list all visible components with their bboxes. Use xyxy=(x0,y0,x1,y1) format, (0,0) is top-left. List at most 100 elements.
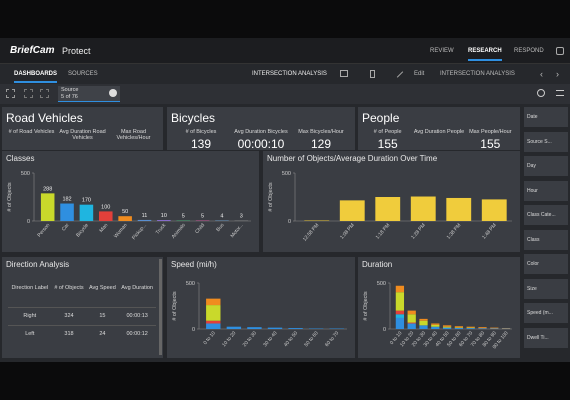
menu-icon[interactable] xyxy=(556,90,564,96)
bar-segment xyxy=(407,314,416,323)
kpi-label: Max Bicycles/Hour xyxy=(298,129,344,135)
kpi-metric: # of People 155 xyxy=(362,129,413,150)
filter-item[interactable]: Day xyxy=(524,156,568,176)
kpi-metric: Avg Duration Bicycles 00:00:10 xyxy=(231,129,291,150)
bar-segment xyxy=(206,320,221,324)
toolbar-tab[interactable]: SOURCES xyxy=(68,71,98,77)
bar xyxy=(118,216,132,221)
table-cell: 318 xyxy=(64,331,74,338)
value-label: 50 xyxy=(122,209,128,215)
filter-item[interactable]: Class Cate... xyxy=(524,205,568,225)
nav-tab[interactable]: RESPOND xyxy=(514,48,544,54)
kpi-label: Avg Duration Bicycles xyxy=(234,129,288,135)
filter-item[interactable]: Date xyxy=(524,107,568,127)
y-axis-label: # of Objects xyxy=(7,182,13,212)
table-cell: 15 xyxy=(99,313,106,319)
next-arrow[interactable]: › xyxy=(556,69,559,79)
table-title: Direction Analysis xyxy=(6,260,70,269)
kpi-label: # of Bicycles xyxy=(185,129,217,135)
tool-icon[interactable] xyxy=(6,89,15,98)
bar-segment xyxy=(442,326,452,328)
bar-segment xyxy=(442,327,452,329)
filter-item[interactable]: Class xyxy=(524,229,568,250)
kpi-label: # of Road Vehicles xyxy=(8,129,55,135)
prev-arrow[interactable]: ‹ xyxy=(540,69,543,79)
bar-segment xyxy=(395,310,405,315)
close-chip[interactable] xyxy=(109,89,117,97)
filter-item[interactable]: Color xyxy=(524,254,568,274)
x-tick-label: 40 to 50 xyxy=(283,330,299,348)
bar xyxy=(481,199,507,221)
bar-segment xyxy=(454,326,464,328)
filter-item[interactable]: Speed (m... xyxy=(524,303,568,323)
logo: BriefCam xyxy=(10,45,55,56)
app-icon[interactable] xyxy=(556,47,564,55)
kpi-title: People xyxy=(362,111,400,125)
bar-segment xyxy=(395,285,405,293)
search-icon[interactable] xyxy=(537,89,545,97)
filter-item[interactable]: Hour xyxy=(524,180,568,201)
table-cell: Right xyxy=(23,313,37,319)
kpi-metric: # of Bicycles 139 xyxy=(171,129,231,150)
table-cell: 00:00:12 xyxy=(126,331,148,338)
x-tick-label: Bus xyxy=(215,222,225,233)
nav-tab[interactable]: RESEARCH xyxy=(468,48,502,61)
chart-title: Speed (mi/h) xyxy=(171,260,217,269)
tool-icon[interactable] xyxy=(24,89,33,98)
bar-segment xyxy=(395,317,405,329)
x-tick-label: 30 to 40 xyxy=(262,330,278,348)
column-header: Direction Label xyxy=(11,285,49,291)
toolbar-tab[interactable]: DASHBOARDS xyxy=(14,71,58,83)
y-tick-label: 0 xyxy=(27,219,30,225)
dashboard-name: INTERSECTION ANALYSIS xyxy=(252,71,327,77)
table-row: Right 324 15 00:00:13 xyxy=(8,307,156,325)
export-icon[interactable] xyxy=(370,70,375,78)
bar-segment xyxy=(490,328,499,329)
kpi-label: Max People/Hour xyxy=(469,129,512,135)
value-label: 5 xyxy=(182,214,185,220)
filter-item[interactable]: Dwell Ti... xyxy=(524,327,568,348)
bar xyxy=(60,203,74,221)
edit-button[interactable]: Edit xyxy=(414,71,425,77)
chart: # of Objects 0 500 12:58 PM 1:08 PM 1:18 PM 1:… xyxy=(268,171,512,243)
filter-item[interactable]: Source S... xyxy=(524,131,568,152)
y-tick-label: 500 xyxy=(377,281,386,287)
bar-segment xyxy=(478,328,487,329)
table-cell: Left xyxy=(25,331,35,338)
column-header: # of Objects xyxy=(54,285,84,291)
filter-bar: Source 5 of 76 xyxy=(0,84,570,104)
bar-segment xyxy=(454,327,464,329)
kpi-title: Bicycles xyxy=(171,111,216,125)
kpi-card: Bicycles # of Bicycles 139 Avg Duration Bic… xyxy=(167,107,355,150)
chart-panel: # of Objects 0 500 0 to 10 10 to 20 20 to 30 3… xyxy=(167,257,355,358)
bar-segment xyxy=(442,325,452,327)
kpi-label: Avg Duration Road Vehicles xyxy=(59,129,106,141)
chart-title: Number of Objects/Average Duration Over … xyxy=(267,154,438,163)
value-label: 5 xyxy=(201,214,204,220)
value-label: 100 xyxy=(101,204,110,210)
table-cell: 24 xyxy=(99,331,106,338)
chart: # of Objects 0 500 Person 288 Car 182 Bicycle 17… xyxy=(7,171,251,241)
x-tick-label: 1:48 PM xyxy=(481,222,498,240)
kpi-value: 129 xyxy=(310,137,332,150)
scrollbar[interactable] xyxy=(159,259,162,355)
x-tick-label: 10 to 20 xyxy=(221,330,237,348)
bar-segment xyxy=(419,325,428,329)
tool-icon[interactable] xyxy=(40,89,49,98)
y-axis-label: # of Objects xyxy=(172,291,178,321)
x-tick-label: Man xyxy=(98,222,109,233)
x-tick-label: 1:18 PM xyxy=(375,222,392,240)
nav-tab[interactable]: REVIEW xyxy=(430,48,454,54)
edit-icon[interactable] xyxy=(396,71,404,78)
chart-panel: # of Objects 0 500 0 to 10 10 to 20 20 to 30 3… xyxy=(358,257,520,358)
dashboard-select[interactable]: INTERSECTION ANALYSIS xyxy=(440,71,515,77)
bar xyxy=(137,219,152,221)
share-icon[interactable] xyxy=(340,70,348,77)
filter-item[interactable]: Size xyxy=(524,278,568,299)
kpi-label: Avg Duration People xyxy=(413,129,465,135)
x-tick-label: Animals xyxy=(171,222,187,240)
source-chip[interactable]: Source 5 of 76 xyxy=(58,86,120,102)
